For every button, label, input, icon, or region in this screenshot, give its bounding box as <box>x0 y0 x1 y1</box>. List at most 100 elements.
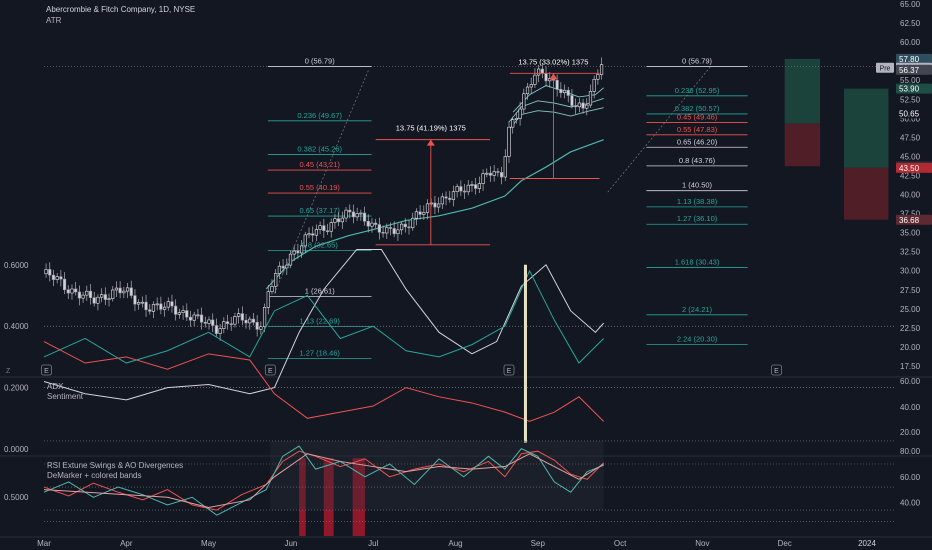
candle-body <box>48 269 52 276</box>
candle-body <box>151 304 156 312</box>
rsi-subtitle: DeMarker + colored bands <box>47 471 142 480</box>
candle-body <box>218 328 222 334</box>
price-box-label: 56.37 <box>899 66 920 75</box>
candle-body <box>100 294 104 298</box>
fib-level-label: 0 (56.79) <box>305 57 336 66</box>
candle-body <box>322 225 326 232</box>
price-axis-tick: 22.50 <box>900 324 921 333</box>
time-axis-tick: Nov <box>695 539 709 548</box>
candle-body <box>181 310 185 313</box>
candle-body <box>144 301 148 311</box>
candle-body <box>137 302 141 305</box>
position-zone <box>784 123 821 167</box>
price-axis-tick: 17.50 <box>900 362 921 371</box>
rsi-right-tick: 40.00 <box>900 498 921 507</box>
adx-left-tick: 0.2000 <box>4 384 29 393</box>
candle-body <box>166 301 170 308</box>
candle-body <box>559 89 563 94</box>
candle-body <box>485 172 489 175</box>
band-line <box>508 98 604 123</box>
candle-body <box>88 290 93 298</box>
fib-level-label: 0.45 (43.21) <box>299 160 340 169</box>
pre-badge <box>876 62 894 73</box>
fib-level-label: 1.27 (18.46) <box>299 349 340 358</box>
price-box-label: 57.80 <box>899 55 920 64</box>
candle-body <box>244 319 248 324</box>
candle-body <box>237 313 241 317</box>
candle-body <box>188 316 193 321</box>
candle-body <box>496 171 500 173</box>
candle-body <box>311 233 315 236</box>
candle-body <box>107 298 111 300</box>
candle-body <box>392 228 396 235</box>
candle-body <box>303 234 307 247</box>
band-line <box>512 85 604 113</box>
time-axis-tick: Mar <box>37 539 51 548</box>
candle-body <box>388 227 393 229</box>
fib-level-label: 2.24 (20.30) <box>677 335 718 344</box>
rsi-right-tick: 60.00 <box>900 473 921 482</box>
candle-body <box>233 316 237 325</box>
candle-body <box>62 278 67 291</box>
candle-body <box>488 172 493 176</box>
candle-body <box>270 286 274 293</box>
adx-series-line <box>43 248 605 401</box>
time-axis-tick: Sep <box>531 539 546 548</box>
fib-level-label: 1.13 (38.38) <box>677 197 718 206</box>
candle-body <box>59 276 63 280</box>
candle-body <box>314 229 319 236</box>
price-axis-tick: 25.00 <box>900 305 921 314</box>
fib-level-label: 0.45 (49.46) <box>677 112 718 121</box>
candle-body <box>437 203 441 208</box>
candle-body <box>203 321 207 324</box>
candle-body <box>474 184 478 189</box>
price-box <box>896 214 932 225</box>
candle-body <box>85 290 89 296</box>
pre-badge-label: Pre <box>880 66 891 73</box>
candle-body <box>103 294 107 300</box>
candle-body <box>70 288 74 294</box>
trend-guide <box>607 66 711 193</box>
candle-body <box>366 220 370 227</box>
rsi-series-line <box>43 453 604 509</box>
candle-body <box>185 310 189 318</box>
corner-glyph: Z <box>6 368 11 375</box>
candle-body <box>170 301 174 307</box>
fib-level-label: 1.27 (36.10) <box>677 214 718 223</box>
candle-body <box>499 172 504 178</box>
adx-right-tick: 60.00 <box>900 377 921 386</box>
price-axis-tick: 32.50 <box>900 248 921 257</box>
candle-body <box>574 105 578 108</box>
fib-level-label: 0.236 (49.67) <box>297 111 342 120</box>
candle-body <box>292 250 296 255</box>
adx-subtitle: Sentiment <box>47 392 84 401</box>
candle-body <box>240 313 244 321</box>
candle-body <box>407 226 411 229</box>
candle-body <box>585 104 589 109</box>
candle-body <box>133 295 137 305</box>
time-axis-tick: 2024 <box>858 539 876 548</box>
fib-level-label: 0 (56.79) <box>682 57 713 66</box>
candle-body <box>462 190 467 193</box>
candle-body <box>296 250 300 254</box>
candle-body <box>277 265 281 274</box>
candle-body <box>418 211 422 215</box>
time-axis-tick: Aug <box>448 539 462 548</box>
time-axis-tick: Apr <box>120 539 133 548</box>
fib-level-label: 0.382 (45.26) <box>297 144 342 153</box>
candle-body <box>222 321 226 329</box>
candle-body <box>466 184 470 193</box>
candle-body <box>262 307 267 327</box>
candle-body <box>251 318 256 323</box>
candle-body <box>399 223 404 231</box>
fib-level-label: 0.55 (47.83) <box>677 125 718 134</box>
time-axis-tick: Dec <box>778 539 792 548</box>
candle-body <box>66 289 70 294</box>
candle-body <box>96 296 100 304</box>
candle-body <box>214 325 219 334</box>
candle-body <box>285 264 289 269</box>
fib-level-label: 2 (24.21) <box>682 305 713 314</box>
candle-body <box>111 289 115 299</box>
fib-level-label: 1 (26.61) <box>305 287 336 296</box>
earnings-marker-label: E <box>268 368 273 375</box>
